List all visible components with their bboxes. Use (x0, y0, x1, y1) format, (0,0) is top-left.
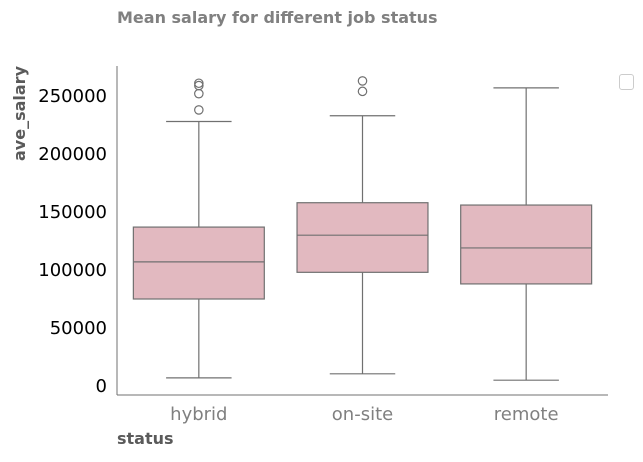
y-tick-label: 50000 (50, 318, 107, 339)
y-tick-label: 200000 (38, 144, 107, 165)
outlier-point (194, 105, 204, 115)
y-tick-label: 0 (96, 376, 107, 397)
x-tick-label: remote (494, 404, 559, 425)
outlier-point (194, 78, 204, 89)
outlier-point (357, 86, 368, 97)
y-tick-label: 100000 (38, 260, 107, 281)
outlier-point (357, 76, 368, 86)
chart-title: Mean salary for different job status (117, 8, 438, 27)
outlier-point (194, 88, 204, 99)
x-tick-label: on-site (332, 404, 393, 425)
x-tick-label: hybrid (170, 404, 227, 425)
y-tick-label: 150000 (38, 202, 107, 223)
y-tick-label: 250000 (38, 86, 107, 107)
legend-box (619, 74, 634, 90)
box-on-site (296, 202, 429, 273)
box-hybrid (132, 226, 265, 300)
y-axis-label: ave_salary (10, 65, 29, 161)
x-axis-label: status (117, 429, 174, 448)
box-remote (460, 204, 593, 285)
